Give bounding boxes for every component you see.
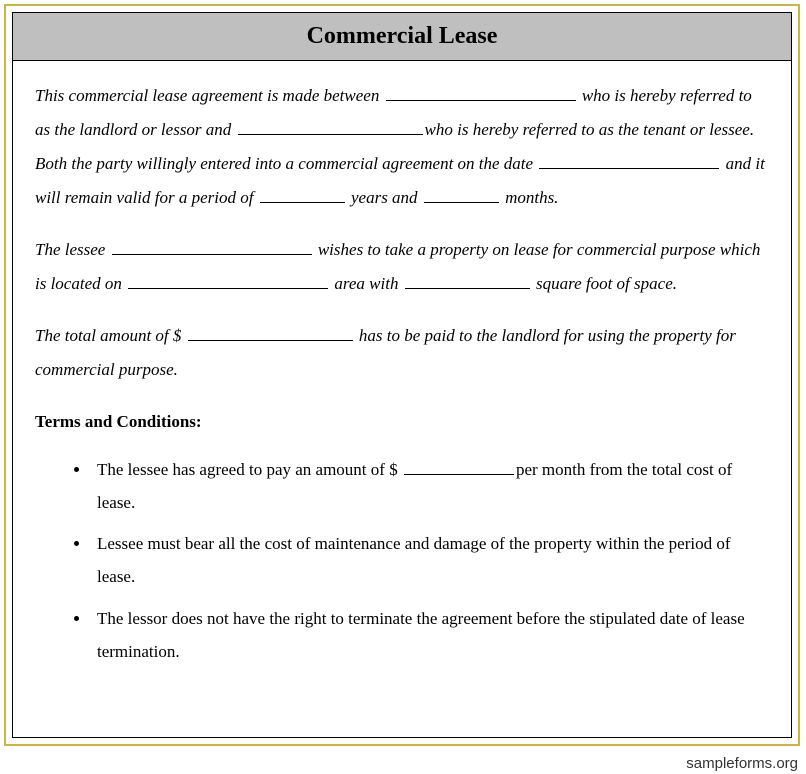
blank-total-amount[interactable] <box>188 321 353 341</box>
blank-tenant-name[interactable] <box>238 115 423 135</box>
p1-seg1: This commercial lease agreement is made … <box>35 86 384 105</box>
blank-agreement-date[interactable] <box>539 149 719 169</box>
p3-seg1: The total amount of $ <box>35 326 186 345</box>
blank-years[interactable] <box>260 183 345 203</box>
term-item-2: Lessee must bear all the cost of mainten… <box>91 527 769 593</box>
p2-seg1: The lessee <box>35 240 110 259</box>
blank-location[interactable] <box>128 269 328 289</box>
terms-list: The lessee has agreed to pay an amount o… <box>35 453 769 668</box>
blank-monthly-amount[interactable] <box>404 455 514 475</box>
term-item-1: The lessee has agreed to pay an amount o… <box>91 453 769 519</box>
paragraph-1: This commercial lease agreement is made … <box>35 79 769 215</box>
p2-seg3: area with <box>330 274 403 293</box>
footer-url: sampleforms.org <box>686 755 798 772</box>
term-item-3: The lessor does not have the right to te… <box>91 602 769 668</box>
blank-months[interactable] <box>424 183 499 203</box>
document-body: This commercial lease agreement is made … <box>13 61 791 694</box>
terms-heading: Terms and Conditions: <box>35 405 769 439</box>
document-title: Commercial Lease <box>13 23 791 50</box>
p2-seg4: square foot of space. <box>532 274 677 293</box>
title-bar: Commercial Lease <box>13 13 791 61</box>
term2-seg1: Lessee must bear all the cost of mainten… <box>97 534 731 586</box>
document-container: Commercial Lease This commercial lease a… <box>12 12 792 738</box>
p1-seg6: months. <box>501 188 559 207</box>
blank-area[interactable] <box>405 269 530 289</box>
paragraph-3: The total amount of $ has to be paid to … <box>35 319 769 387</box>
blank-lessee-name[interactable] <box>112 235 312 255</box>
term3-seg1: The lessor does not have the right to te… <box>97 609 745 661</box>
p1-seg5: years and <box>347 188 422 207</box>
outer-border: Commercial Lease This commercial lease a… <box>4 4 800 746</box>
paragraph-2: The lessee wishes to take a property on … <box>35 233 769 301</box>
term1-seg1: The lessee has agreed to pay an amount o… <box>97 460 402 479</box>
blank-landlord-name[interactable] <box>386 81 576 101</box>
